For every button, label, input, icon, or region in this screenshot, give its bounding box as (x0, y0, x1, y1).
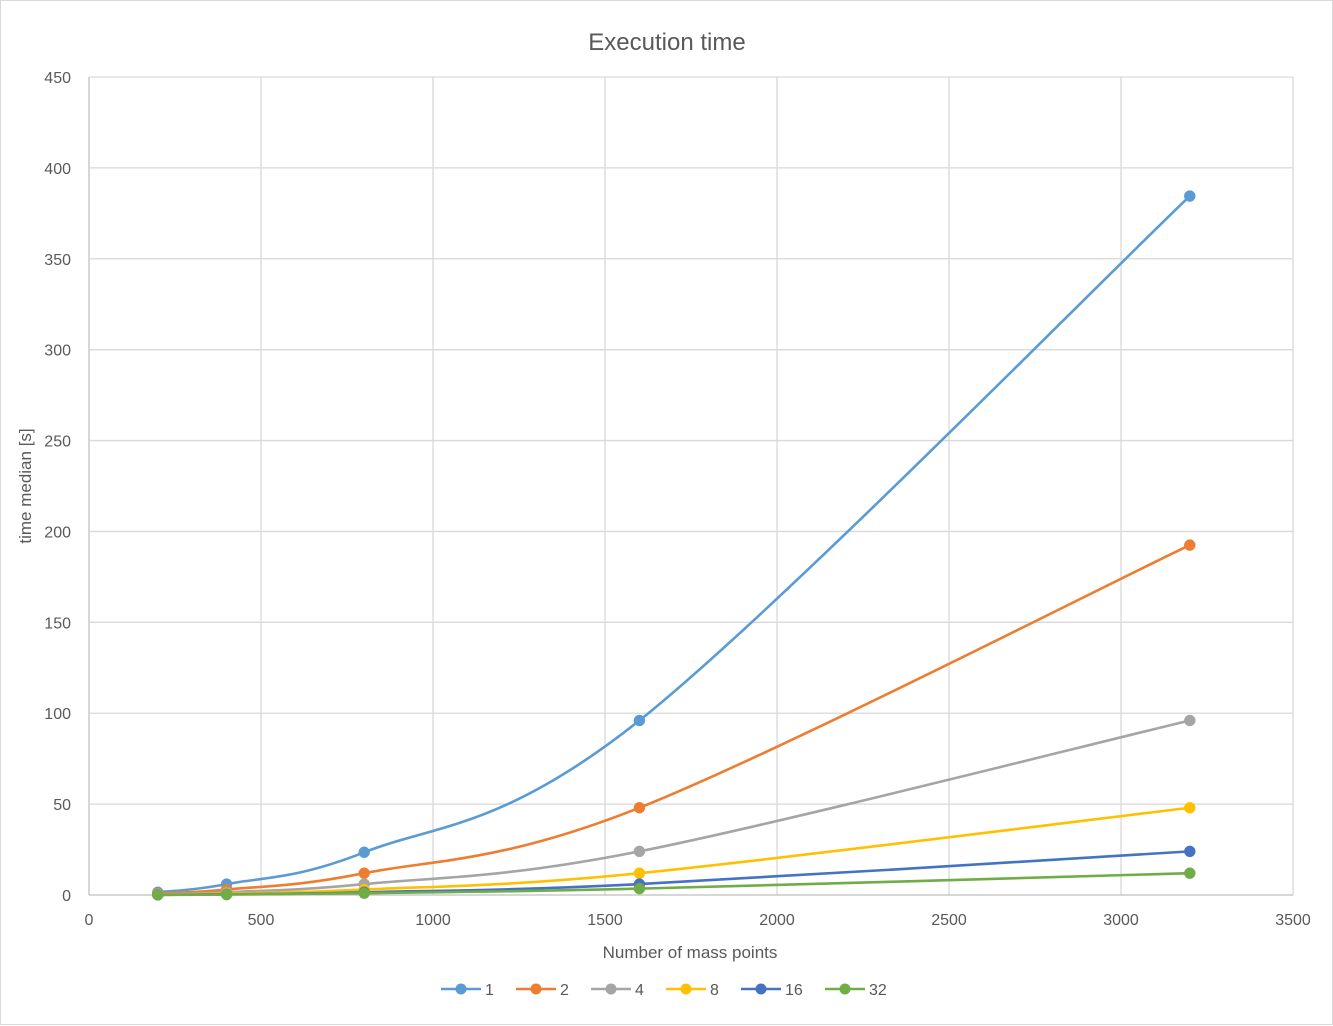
series-32 (152, 867, 1196, 901)
x-tick-label: 1000 (415, 912, 451, 929)
x-tick-label: 3500 (1275, 912, 1311, 929)
series-1 (152, 190, 1196, 899)
x-tick-label: 2500 (931, 912, 967, 929)
legend-label: 16 (785, 982, 803, 999)
data-point-4 (1184, 714, 1196, 727)
x-tick-label: 3000 (1103, 912, 1139, 929)
y-tick-label: 300 (44, 343, 71, 360)
legend-swatch-marker (605, 983, 617, 995)
chart-title: Execution time (588, 29, 745, 56)
legend-item-8: 8 (666, 982, 719, 999)
y-axis-label: time median [s] (16, 428, 35, 543)
series-layer (152, 190, 1196, 901)
legend-label: 32 (869, 982, 887, 999)
legend-swatch-marker (839, 983, 851, 995)
series-16 (152, 845, 1196, 901)
data-point-1 (633, 714, 646, 727)
x-tick-label: 1500 (587, 912, 623, 929)
y-tick-label: 400 (44, 161, 71, 178)
legend: 1 2 4 8 16 32 (441, 982, 887, 999)
tick-layer: 0 500 1000 1500 2000 2500 3000 3500 0 50 100 150 200… (44, 70, 1311, 929)
y-tick-label: 150 (44, 615, 71, 632)
x-tick-label: 0 (85, 912, 94, 929)
data-point-32 (152, 889, 164, 901)
legend-label: 4 (635, 982, 644, 999)
data-point-2 (1184, 539, 1196, 551)
x-axis-label: Number of mass points (603, 943, 778, 962)
data-point-32 (1184, 867, 1196, 879)
legend-swatch-marker (455, 983, 467, 995)
series-line-1 (156, 194, 1192, 894)
data-point-1 (358, 846, 370, 859)
legend-label: 1 (485, 982, 494, 999)
data-point-2 (358, 867, 370, 879)
y-tick-label: 250 (44, 434, 71, 451)
legend-item-1: 1 (441, 982, 494, 999)
legend-label: 8 (710, 982, 719, 999)
data-point-8 (1184, 801, 1196, 814)
data-point-2 (633, 801, 646, 814)
legend-swatch-marker (680, 983, 692, 995)
data-point-1 (1184, 190, 1196, 202)
data-point-32 (633, 882, 646, 895)
x-tick-label: 2000 (759, 912, 795, 929)
legend-item-16: 16 (741, 982, 803, 999)
series-8 (152, 801, 1196, 901)
data-point-32 (358, 887, 370, 899)
x-tick-label: 500 (248, 912, 275, 929)
series-line-2 (156, 543, 1192, 895)
y-tick-label: 200 (44, 524, 71, 541)
y-tick-label: 50 (53, 797, 71, 814)
y-tick-label: 0 (62, 888, 71, 905)
data-point-4 (633, 845, 646, 858)
y-tick-label: 450 (44, 70, 71, 87)
grid-layer (88, 76, 1294, 896)
legend-item-4: 4 (591, 982, 644, 999)
data-point-8 (633, 867, 646, 879)
series-4 (152, 714, 1196, 901)
legend-item-32: 32 (825, 982, 887, 999)
legend-swatch-marker (755, 983, 767, 995)
y-tick-label: 100 (44, 706, 71, 723)
y-tick-label: 350 (44, 252, 71, 269)
data-point-16 (1184, 845, 1196, 858)
legend-label: 2 (560, 982, 569, 999)
legend-swatch-marker (530, 983, 542, 995)
data-point-32 (220, 888, 233, 901)
legend-item-2: 2 (516, 982, 569, 999)
